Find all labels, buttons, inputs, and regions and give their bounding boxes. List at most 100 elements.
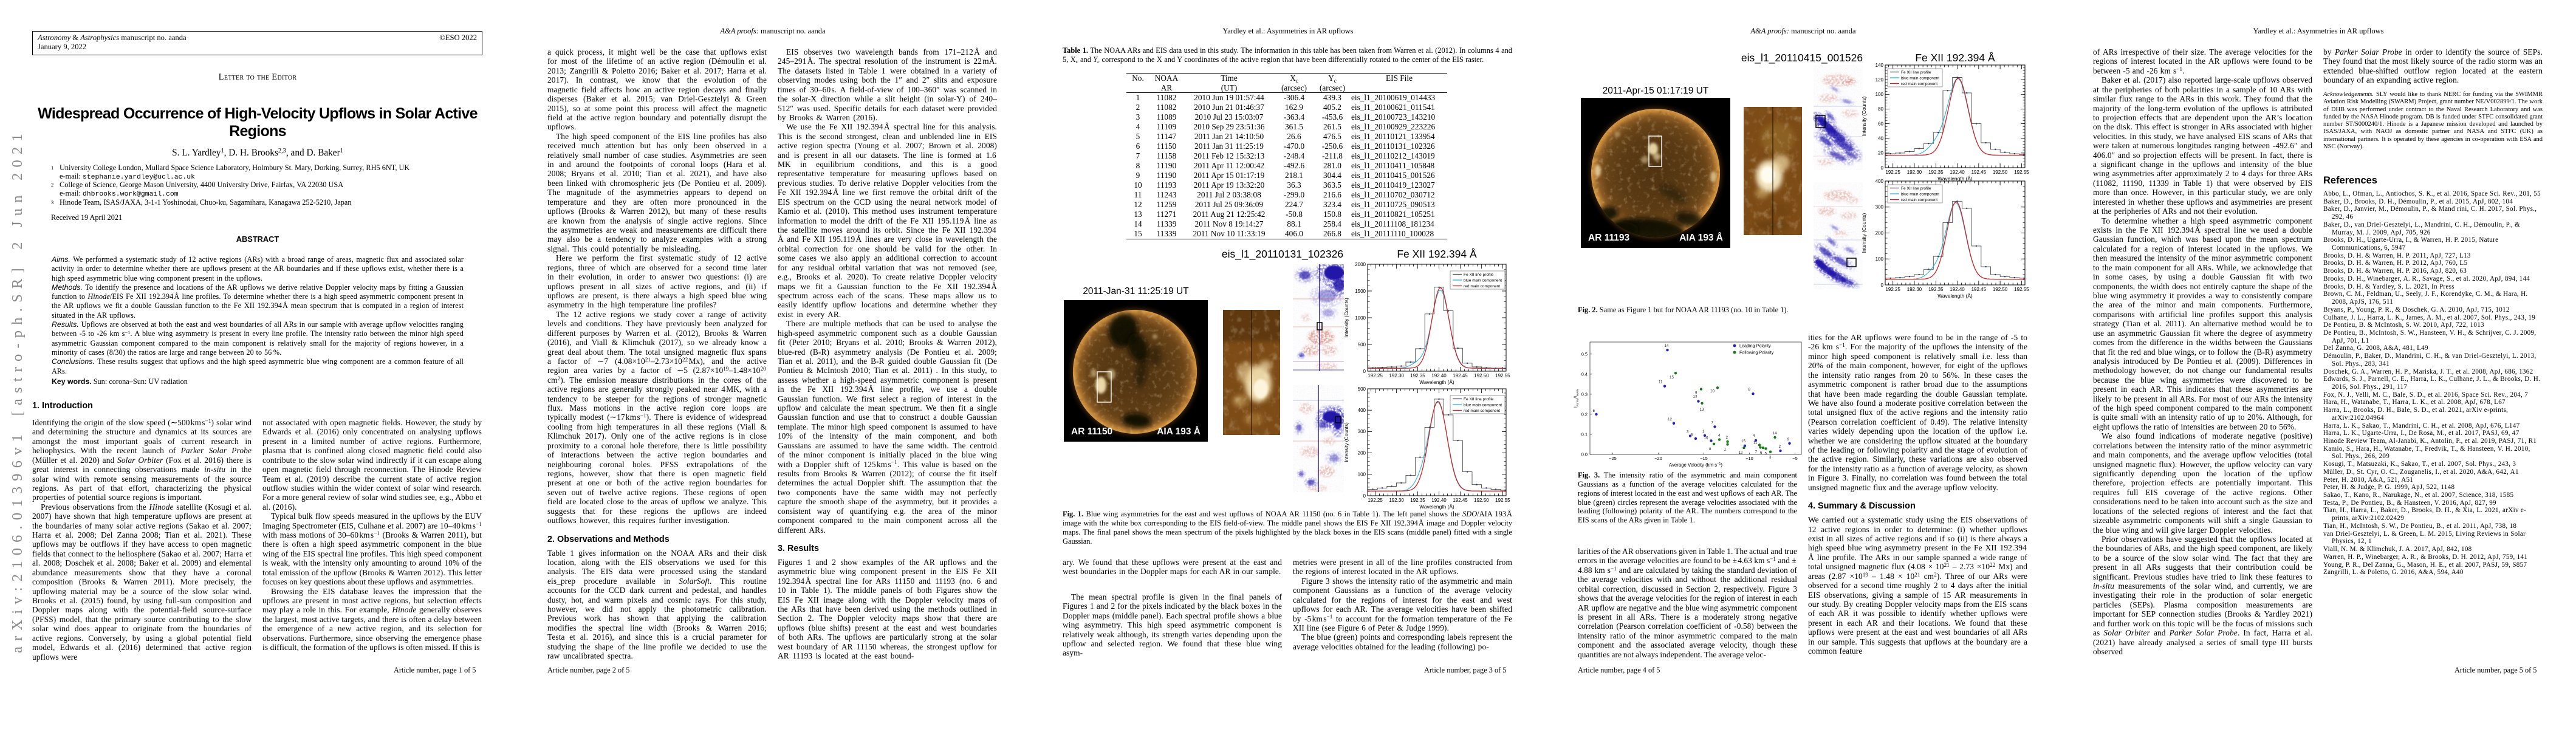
svg-text:100: 100 — [1358, 472, 1366, 477]
svg-text:192.50: 192.50 — [1474, 498, 1489, 503]
svg-text:192.35: 192.35 — [1928, 169, 1944, 175]
svg-text:AR 11193: AR 11193 — [1588, 233, 1629, 243]
svg-text:192.35: 192.35 — [1410, 498, 1425, 503]
svg-text:−15: −15 — [1700, 456, 1708, 461]
svg-text:192.55: 192.55 — [2014, 169, 2029, 175]
svg-text:40: 40 — [1878, 136, 1883, 142]
svg-text:100: 100 — [1875, 256, 1884, 262]
svg-text:192.45: 192.45 — [1453, 498, 1468, 503]
svg-text:1: 1 — [1724, 448, 1727, 452]
svg-text:192.50: 192.50 — [1474, 373, 1489, 378]
svg-text:192.45: 192.45 — [1971, 287, 1987, 292]
svg-text:0.5: 0.5 — [1581, 351, 1588, 357]
svg-text:2: 2 — [1726, 436, 1728, 440]
svg-text:blue main component: blue main component — [1464, 279, 1502, 283]
svg-text:−5: −5 — [1792, 456, 1797, 461]
svg-text:Wavelength (Å): Wavelength (Å) — [1419, 379, 1454, 385]
svg-text:0: 0 — [1363, 369, 1366, 374]
svg-text:60: 60 — [1878, 121, 1883, 126]
svg-text:7: 7 — [1755, 450, 1758, 454]
svg-text:blue main component: blue main component — [1901, 77, 1939, 81]
svg-text:Wavelength (Å): Wavelength (Å) — [1937, 176, 1973, 182]
svg-text:200: 200 — [1358, 450, 1366, 456]
svg-text:Wavelength (Å): Wavelength (Å) — [1937, 293, 1973, 299]
svg-text:192.45: 192.45 — [1453, 373, 1468, 378]
svg-text:192.25: 192.25 — [1885, 169, 1900, 175]
svg-text:15: 15 — [1670, 375, 1674, 380]
svg-text:3: 3 — [1769, 456, 1772, 460]
svg-text:red main component: red main component — [1464, 409, 1500, 413]
svg-text:9: 9 — [1695, 391, 1697, 395]
svg-text:4: 4 — [1718, 434, 1721, 438]
svg-text:Average Velocity (km s−1): Average Velocity (km s−1) — [1669, 462, 1722, 468]
svg-text:5: 5 — [1691, 433, 1693, 437]
svg-text:192.50: 192.50 — [1993, 169, 2008, 175]
svg-text:red main component: red main component — [1901, 82, 1937, 86]
svg-text:0.4: 0.4 — [1581, 371, 1588, 377]
svg-text:8: 8 — [1749, 388, 1751, 392]
svg-text:red main component: red main component — [1464, 284, 1500, 289]
svg-text:0.1: 0.1 — [1581, 432, 1588, 437]
svg-text:3: 3 — [1687, 430, 1689, 434]
svg-text:1500: 1500 — [1355, 289, 1366, 294]
svg-text:AR 11150: AR 11150 — [1071, 426, 1112, 437]
svg-text:500: 500 — [1358, 342, 1366, 347]
svg-text:AIA 193 Å: AIA 193 Å — [1157, 426, 1201, 437]
svg-text:6: 6 — [1593, 409, 1595, 413]
svg-text:192.40: 192.40 — [1950, 169, 1965, 175]
svg-text:Intensity (Counts): Intensity (Counts) — [1861, 96, 1867, 136]
svg-text:0.3: 0.3 — [1581, 391, 1588, 397]
svg-text:192.55: 192.55 — [1495, 373, 1510, 378]
svg-text:Fe XII line profile: Fe XII line profile — [1464, 273, 1494, 277]
svg-text:192.25: 192.25 — [1885, 287, 1900, 292]
svg-text:12: 12 — [1739, 451, 1743, 455]
svg-text:5: 5 — [1765, 451, 1767, 456]
svg-text:Leading Polarity: Leading Polarity — [1739, 343, 1771, 349]
svg-text:13: 13 — [1693, 395, 1697, 399]
svg-text:2: 2 — [1779, 445, 1781, 449]
svg-text:Fe XII line profile: Fe XII line profile — [1464, 397, 1494, 402]
svg-text:15: 15 — [1741, 439, 1745, 443]
svg-text:400: 400 — [1358, 408, 1366, 413]
svg-text:7: 7 — [1711, 420, 1714, 425]
svg-text:140: 140 — [1875, 63, 1884, 68]
svg-text:2000: 2000 — [1355, 262, 1366, 267]
svg-text:10: 10 — [1710, 389, 1714, 393]
svg-text:192.35: 192.35 — [1410, 373, 1425, 378]
svg-text:Following Polarity: Following Polarity — [1739, 350, 1774, 355]
svg-text:192.50: 192.50 — [1993, 287, 2008, 292]
svg-text:192.30: 192.30 — [1907, 169, 1922, 175]
svg-text:192.45: 192.45 — [1971, 169, 1987, 175]
svg-text:−25: −25 — [1609, 456, 1617, 461]
svg-text:120: 120 — [1875, 77, 1884, 83]
svg-text:−10: −10 — [1745, 456, 1753, 461]
svg-text:80: 80 — [1878, 106, 1883, 112]
svg-text:11: 11 — [1753, 441, 1758, 445]
svg-text:100: 100 — [1875, 92, 1884, 97]
svg-text:IASYM/IMAIN: IASYM/IMAIN — [1574, 388, 1580, 408]
svg-text:blue main component: blue main component — [1464, 403, 1502, 408]
svg-text:13: 13 — [1700, 408, 1704, 412]
svg-text:300: 300 — [1358, 429, 1366, 434]
svg-text:1: 1 — [1702, 430, 1705, 434]
svg-text:0.2: 0.2 — [1581, 411, 1588, 417]
svg-text:400: 400 — [1875, 179, 1884, 184]
svg-text:−20: −20 — [1654, 456, 1662, 461]
svg-text:192.55: 192.55 — [2014, 287, 2029, 292]
svg-text:200: 200 — [1875, 230, 1884, 236]
svg-text:192.25: 192.25 — [1368, 373, 1383, 378]
svg-text:192.40: 192.40 — [1431, 373, 1447, 378]
svg-text:192.55: 192.55 — [1495, 498, 1510, 503]
svg-text:blue main component: blue main component — [1901, 193, 1939, 197]
svg-text:192.30: 192.30 — [1389, 498, 1404, 503]
svg-text:192.40: 192.40 — [1950, 287, 1965, 292]
svg-text:192.35: 192.35 — [1928, 287, 1944, 292]
svg-text:Intensity (Counts): Intensity (Counts) — [1861, 213, 1867, 253]
svg-text:AIA 193 Å: AIA 193 Å — [1679, 233, 1723, 243]
svg-text:Fe XII line profile: Fe XII line profile — [1901, 70, 1931, 75]
svg-text:300: 300 — [1875, 205, 1884, 210]
svg-text:192.40: 192.40 — [1431, 498, 1447, 503]
svg-text:192.25: 192.25 — [1368, 498, 1383, 503]
svg-text:500: 500 — [1358, 386, 1366, 392]
svg-text:Intensity (Counts): Intensity (Counts) — [1343, 422, 1349, 462]
